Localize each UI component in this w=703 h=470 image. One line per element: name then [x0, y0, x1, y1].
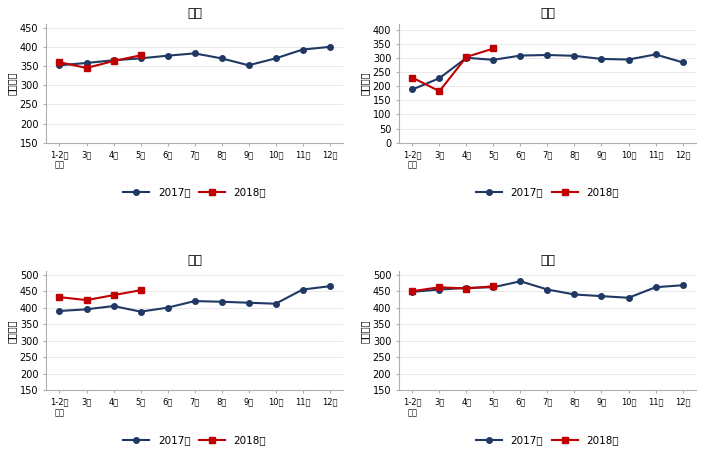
2017年: [109, 303, 117, 309]
2017年: [191, 298, 199, 304]
2018年: [109, 292, 117, 298]
2017年: [516, 278, 524, 284]
2017年: [570, 292, 579, 298]
2017年: [651, 52, 659, 57]
Legend: 2017年, 2018年: 2017年, 2018年: [120, 183, 270, 202]
2017年: [245, 300, 253, 306]
2017年: [163, 53, 172, 58]
2017年: [56, 63, 64, 68]
2017年: [408, 86, 417, 92]
2017年: [191, 51, 199, 56]
Line: 2017年: 2017年: [410, 279, 685, 300]
2018年: [435, 88, 444, 94]
Y-axis label: 万千瓦时: 万千瓦时: [7, 71, 17, 95]
2018年: [408, 75, 417, 80]
2017年: [435, 287, 444, 292]
2018年: [109, 58, 117, 64]
2017年: [462, 55, 470, 61]
Line: 2017年: 2017年: [57, 44, 333, 68]
Legend: 2017年, 2018年: 2017年, 2018年: [472, 431, 623, 449]
2017年: [651, 284, 659, 290]
2017年: [245, 63, 253, 68]
2018年: [136, 287, 145, 293]
Y-axis label: 万千瓦时: 万千瓦时: [7, 319, 17, 343]
Title: 有色: 有色: [540, 254, 555, 267]
2017年: [489, 284, 498, 290]
2017年: [624, 295, 633, 301]
2017年: [82, 60, 91, 66]
2017年: [516, 53, 524, 58]
2018年: [435, 284, 444, 290]
2018年: [56, 59, 64, 65]
2018年: [408, 289, 417, 294]
2018年: [462, 286, 470, 291]
Line: 2017年: 2017年: [410, 52, 685, 92]
2018年: [136, 53, 145, 58]
2018年: [489, 46, 498, 51]
Line: 2018年: 2018年: [57, 288, 143, 303]
Y-axis label: 万千瓦时: 万千瓦时: [360, 71, 370, 95]
Title: 化工: 化工: [187, 7, 202, 20]
2017年: [136, 55, 145, 61]
2017年: [56, 308, 64, 314]
2017年: [271, 301, 280, 306]
2017年: [570, 53, 579, 59]
Line: 2018年: 2018年: [57, 53, 143, 70]
2017年: [299, 287, 307, 292]
2017年: [163, 305, 172, 311]
2017年: [543, 287, 552, 292]
2018年: [462, 54, 470, 60]
2017年: [543, 52, 552, 58]
2017年: [435, 75, 444, 81]
Legend: 2017年, 2018年: 2017年, 2018年: [472, 183, 623, 202]
2017年: [109, 57, 117, 63]
2017年: [598, 56, 606, 62]
2018年: [489, 283, 498, 289]
2017年: [217, 55, 226, 61]
2017年: [325, 283, 334, 289]
2017年: [598, 293, 606, 299]
2017年: [136, 309, 145, 314]
2017年: [489, 57, 498, 63]
2017年: [408, 289, 417, 295]
2017年: [462, 285, 470, 291]
2017年: [217, 299, 226, 305]
2017年: [325, 44, 334, 50]
Y-axis label: 万千瓦时: 万千瓦时: [360, 319, 370, 343]
2018年: [82, 65, 91, 71]
2017年: [271, 55, 280, 61]
2017年: [678, 60, 687, 65]
Line: 2017年: 2017年: [57, 283, 333, 314]
Title: 黑色: 黑色: [187, 254, 202, 267]
2018年: [82, 297, 91, 303]
Title: 建材: 建材: [540, 7, 555, 20]
2018年: [56, 294, 64, 300]
2017年: [82, 306, 91, 312]
2017年: [624, 57, 633, 63]
Legend: 2017年, 2018年: 2017年, 2018年: [120, 431, 270, 449]
Line: 2018年: 2018年: [410, 283, 496, 294]
2017年: [299, 47, 307, 52]
Line: 2018年: 2018年: [410, 46, 496, 94]
2017年: [678, 282, 687, 288]
